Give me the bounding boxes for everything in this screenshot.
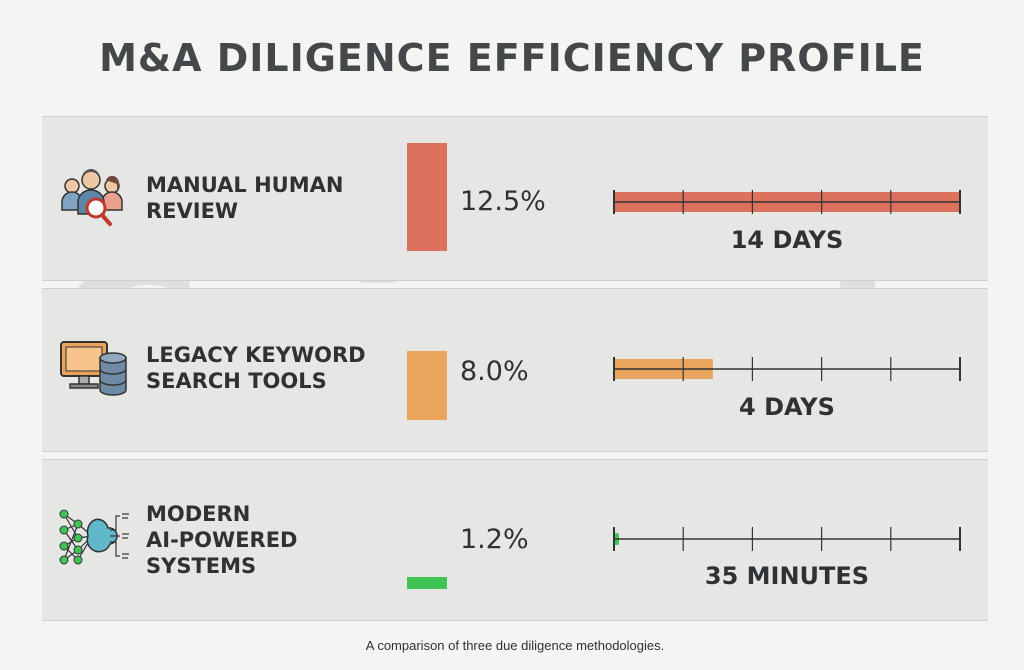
method-row-legacy [42, 288, 988, 452]
duration-timeline [613, 527, 961, 551]
computer-database-icon [60, 341, 127, 396]
people-magnifier-icon [61, 169, 123, 226]
rate-label: 8.0% [460, 356, 529, 387]
duration-timeline [613, 190, 961, 214]
duration-label: 35 MINUTES [704, 562, 870, 590]
duration-timeline [613, 357, 961, 381]
rate-label: 12.5% [460, 186, 546, 217]
rate-label: 1.2% [460, 524, 529, 555]
method-label: MANUAL HUMAN REVIEW [146, 173, 344, 223]
chart-title: M&A DILIGENCE EFFICIENCY PROFILE [99, 36, 925, 80]
method-row-ai [42, 459, 988, 621]
method-label: LEGACY KEYWORD SEARCH TOOLS [146, 343, 366, 393]
rate-bar [407, 350, 447, 420]
rate-bar [407, 143, 447, 251]
duration-label: 14 DAYS [730, 226, 844, 254]
method-label: MODERN AI-POWERED SYSTEMS [146, 502, 298, 578]
duration-label: 4 DAYS [739, 393, 835, 421]
chart-caption: A comparison of three due diligence meth… [365, 638, 665, 653]
rate-bar [407, 577, 447, 589]
neural-network-brain-icon [59, 509, 129, 565]
